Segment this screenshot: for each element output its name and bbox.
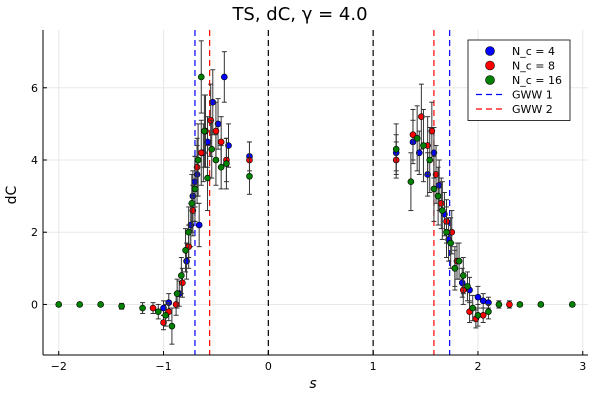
data-point xyxy=(208,145,216,153)
data-point xyxy=(179,279,186,287)
data-point xyxy=(139,304,146,312)
data-point xyxy=(162,311,169,319)
x-tick-label: −1 xyxy=(155,360,171,373)
data-point xyxy=(178,272,185,279)
data-point xyxy=(437,200,445,207)
legend-label: N_c = 16 xyxy=(512,74,562,87)
data-point xyxy=(212,127,220,135)
data-point xyxy=(409,131,417,139)
data-point xyxy=(469,304,477,312)
data-point xyxy=(439,207,446,214)
data-point xyxy=(160,304,167,312)
legend-label: N_c = 8 xyxy=(512,60,555,73)
x-tick-label: 1 xyxy=(370,360,377,373)
data-point xyxy=(474,293,482,301)
data-point xyxy=(415,149,423,157)
data-point xyxy=(392,145,400,153)
x-tick-label: 2 xyxy=(474,360,481,373)
legend-box xyxy=(467,39,571,121)
data-point xyxy=(443,228,450,236)
data-point xyxy=(197,149,205,157)
data-point xyxy=(160,319,167,326)
data-point xyxy=(182,246,189,254)
data-point xyxy=(55,301,63,308)
data-point xyxy=(413,135,421,142)
legend-marker xyxy=(485,46,495,56)
x-tick-label: 0 xyxy=(265,360,272,373)
data-point xyxy=(428,127,436,135)
data-point xyxy=(223,160,230,167)
legend-marker xyxy=(485,60,495,71)
x-axis-label: s xyxy=(309,376,316,392)
data-point xyxy=(212,156,220,164)
data-point xyxy=(474,311,482,319)
data-point xyxy=(455,257,463,265)
x-tick-label: 3 xyxy=(579,360,586,373)
data-point xyxy=(118,302,125,310)
y-tick-label: 2 xyxy=(31,226,38,239)
axes: −2 −1 0 1 2 3 0 2 4 6 xyxy=(31,30,588,373)
data-point xyxy=(154,308,162,315)
data-point xyxy=(194,156,202,164)
legend-label: N_c = 4 xyxy=(512,45,555,58)
data-point xyxy=(97,301,104,308)
data-point xyxy=(221,73,228,81)
data-point xyxy=(418,113,425,120)
data-point xyxy=(434,192,442,200)
data-point xyxy=(172,301,180,308)
data-series xyxy=(55,40,576,345)
data-point xyxy=(149,304,157,312)
data-point xyxy=(451,265,459,272)
data-point xyxy=(458,279,466,287)
legend-label: GWW 2 xyxy=(512,103,553,116)
data-point xyxy=(168,322,176,330)
data-point xyxy=(485,308,492,315)
data-point xyxy=(225,142,232,149)
data-point xyxy=(459,272,467,279)
data-point xyxy=(537,301,545,308)
data-point xyxy=(568,301,576,308)
data-point xyxy=(191,185,199,193)
data-point xyxy=(506,301,513,308)
data-point xyxy=(447,239,455,247)
data-point xyxy=(430,149,438,157)
x-tick-label: −2 xyxy=(51,360,67,373)
series-group xyxy=(55,40,576,345)
chart-title: TS, dC, γ = 4.0 xyxy=(231,4,367,25)
data-point xyxy=(420,142,427,149)
data-point xyxy=(76,301,83,308)
data-point xyxy=(464,283,471,290)
data-point xyxy=(432,171,440,178)
y-tick-label: 0 xyxy=(31,298,38,311)
data-point xyxy=(201,127,208,135)
data-point xyxy=(426,156,434,164)
data-point xyxy=(217,163,225,171)
data-point xyxy=(195,221,203,229)
data-point xyxy=(495,301,503,308)
data-point xyxy=(430,185,438,193)
data-point xyxy=(516,301,524,308)
legend-label: GWW 1 xyxy=(512,89,553,102)
y-tick-label: 6 xyxy=(31,82,38,95)
data-point xyxy=(246,172,253,180)
data-point xyxy=(188,200,196,207)
y-axis-label: dC xyxy=(4,185,20,204)
data-point xyxy=(217,138,225,146)
data-point xyxy=(197,73,205,81)
data-point xyxy=(407,178,415,185)
legend-marker xyxy=(485,75,495,85)
y-tick-label: 4 xyxy=(31,154,38,167)
